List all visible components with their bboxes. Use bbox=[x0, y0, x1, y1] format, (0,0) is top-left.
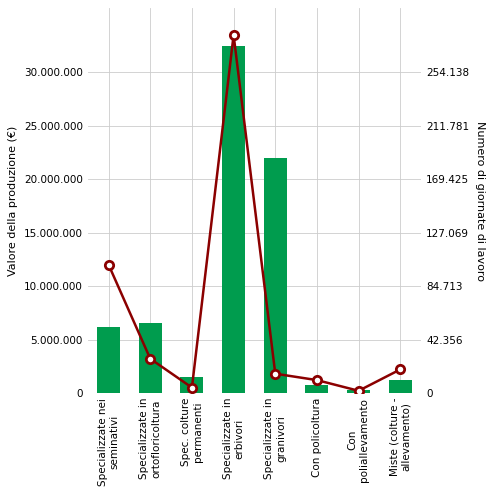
Y-axis label: Numero di giornate di lavoro: Numero di giornate di lavoro bbox=[475, 121, 485, 281]
Bar bbox=[347, 390, 370, 393]
Bar bbox=[306, 385, 328, 393]
Bar bbox=[97, 327, 120, 393]
Y-axis label: Valore della produzione (€): Valore della produzione (€) bbox=[8, 125, 18, 276]
Bar bbox=[389, 380, 412, 393]
Bar bbox=[139, 324, 162, 393]
Bar bbox=[222, 46, 245, 393]
Bar bbox=[180, 377, 204, 393]
Bar bbox=[264, 158, 287, 393]
